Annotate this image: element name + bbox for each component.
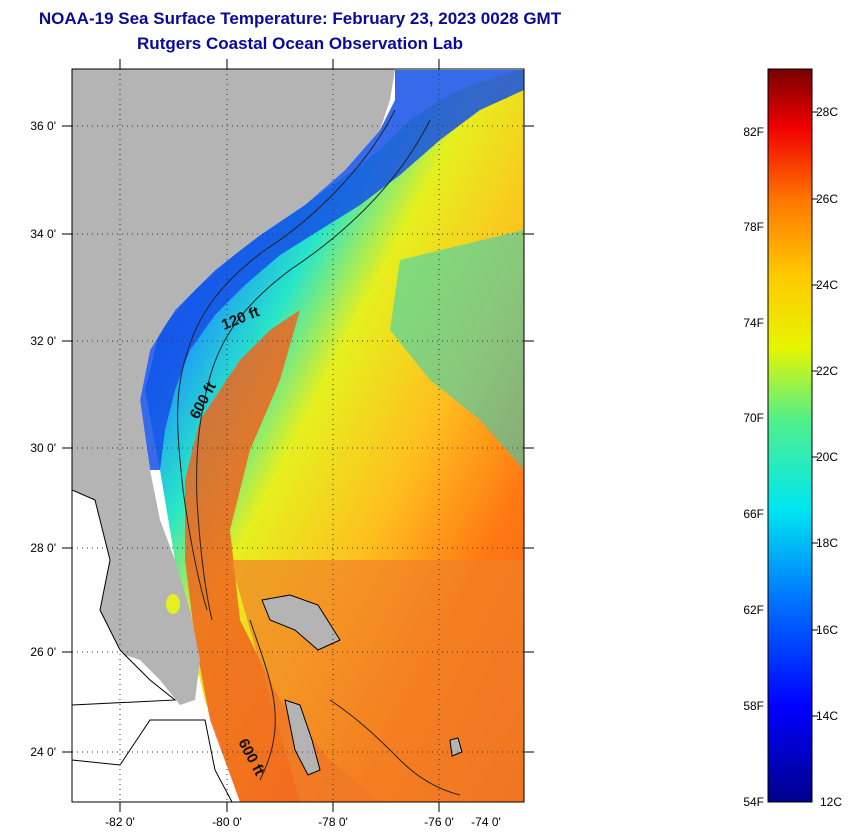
contour-600ft (196, 119, 431, 621)
latitude-labels: 36 0' 34 0' 32 0' 30 0' 28 0' 26 0' 24 0… (30, 119, 56, 759)
celsius-label: 24C (816, 278, 838, 292)
map-border (71, 68, 525, 803)
celsius-label: 12C (820, 795, 842, 809)
celsius-label: 14C (816, 709, 838, 723)
lon-label: -82 0' (105, 815, 135, 829)
lon-label: -76 0' (424, 815, 454, 829)
fahrenheit-label: 62F (743, 603, 764, 617)
cyan-patch (390, 230, 524, 470)
celsius-label: 26C (816, 192, 838, 206)
map-subtitle: Rutgers Coastal Ocean Observation Lab (137, 34, 463, 53)
fahrenheit-label: 58F (743, 699, 764, 713)
longitude-labels: -82 0' -80 0' -78 0' -76 0' -74 0' (105, 815, 501, 829)
lat-label: 28 0' (30, 541, 56, 555)
cold-coastal-band (140, 70, 524, 470)
colorbar-ticks (812, 111, 818, 717)
lat-label: 24 0' (30, 745, 56, 759)
fahrenheit-label: 74F (743, 316, 764, 330)
lat-label: 32 0' (30, 334, 56, 348)
bahamas-island (284, 699, 321, 776)
lon-label: -80 0' (212, 815, 242, 829)
lon-label: -78 0' (318, 815, 348, 829)
fahrenheit-label: 54F (743, 795, 764, 809)
colorbar-celsius-labels: 28C 26C 24C 22C 20C 18C 16C 14C 12C (816, 105, 842, 809)
land-southeast-us (72, 69, 395, 705)
lat-label: 34 0' (30, 227, 56, 241)
celsius-label: 16C (816, 623, 838, 637)
fahrenheit-label: 78F (743, 220, 764, 234)
celsius-label: 20C (816, 450, 838, 464)
colorbar (767, 68, 813, 803)
graticule (72, 69, 524, 802)
contour-120ft (177, 109, 396, 611)
colorbar-fahrenheit-labels: 82F 78F 74F 70F 66F 62F 58F 54F (743, 125, 764, 809)
bahamas-island (261, 594, 341, 651)
contour-600ft-south (249, 619, 461, 796)
map-title: NOAA-19 Sea Surface Temperature: Februar… (38, 9, 562, 28)
celsius-label: 22C (816, 364, 838, 378)
no-data-region (72, 719, 233, 802)
gulf-stream (185, 310, 380, 802)
celsius-label: 18C (816, 536, 838, 550)
lake-okeechobee (166, 594, 180, 614)
lon-label: -74 0' (471, 815, 501, 829)
fahrenheit-label: 70F (743, 411, 764, 425)
lat-label: 26 0' (30, 645, 56, 659)
celsius-label: 28C (816, 105, 838, 119)
lat-label: 36 0' (30, 119, 56, 133)
lat-label: 30 0' (30, 441, 56, 455)
axis-ticks (62, 59, 534, 812)
fahrenheit-label: 66F (743, 507, 764, 521)
fahrenheit-label: 82F (743, 125, 764, 139)
